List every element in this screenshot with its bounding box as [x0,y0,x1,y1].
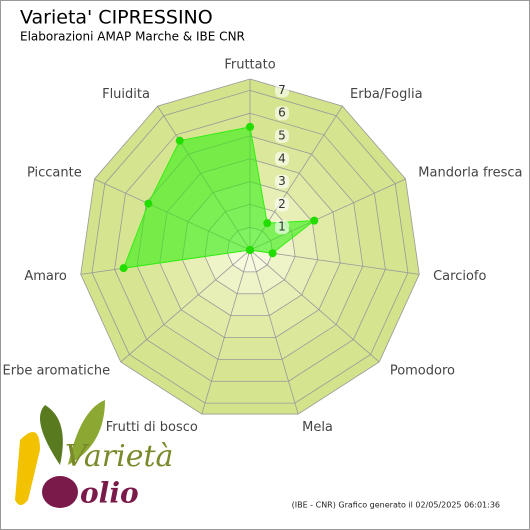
r-tick-label: 2 [278,197,286,211]
axis-label: Amaro [24,269,67,284]
data-point [144,199,153,208]
r-tick-label: 6 [278,106,286,120]
tick-label-bg [275,106,289,121]
r-tick-label: 3 [278,174,286,188]
tick-label-bg [275,151,289,166]
data-point [263,219,272,228]
data-point [246,122,254,131]
logo-leaf [40,405,63,465]
data-point [268,249,277,258]
axis-label: Fluidita [102,87,150,102]
r-tick-label: 4 [278,151,286,165]
axis-label: Mela [302,420,333,435]
spoke [120,249,251,363]
axis-label: Carciofo [433,269,486,284]
axis-label: Erba/Foglia [350,87,423,102]
tick-label-bg [275,129,289,143]
data-point [119,264,128,273]
r-tick-label: 7 [278,83,286,97]
logo-shape [15,432,40,505]
logo-text: Varietà [65,439,173,474]
spoke [249,249,299,415]
logo-leaf [68,400,105,465]
axis-label: Fruttato [224,58,275,73]
data-point [246,246,254,254]
r-tick-label: 5 [278,129,286,143]
spoke [249,249,420,275]
r-tick-label: 1 [278,220,286,234]
axis-label: Erbe aromatiche [3,364,111,379]
axis-label: Mandorla fresca [418,166,522,181]
axis-label: Frutti di bosco [106,420,198,435]
data-point [175,136,184,145]
logo-olive [42,476,78,508]
spoke [249,249,380,363]
tick-label-bg [275,83,289,98]
axis-label: Pomodoro [390,364,455,379]
logo-text: olio [80,477,139,510]
logo: Varietà olio [15,400,173,510]
tick-label-bg [275,220,289,235]
tick-label-bg [275,197,289,212]
spoke [201,249,251,415]
tick-label-bg [275,174,289,189]
axis-label: Piccante [27,166,82,181]
chart-title: Varieta' CIPRESSINO [20,7,213,29]
chart-subtitle: Elaborazioni AMAP Marche & IBE CNR [20,30,245,44]
data-point [310,216,319,225]
footer: (IBE - CNR) Grafico generato il 02/05/20… [292,501,500,510]
